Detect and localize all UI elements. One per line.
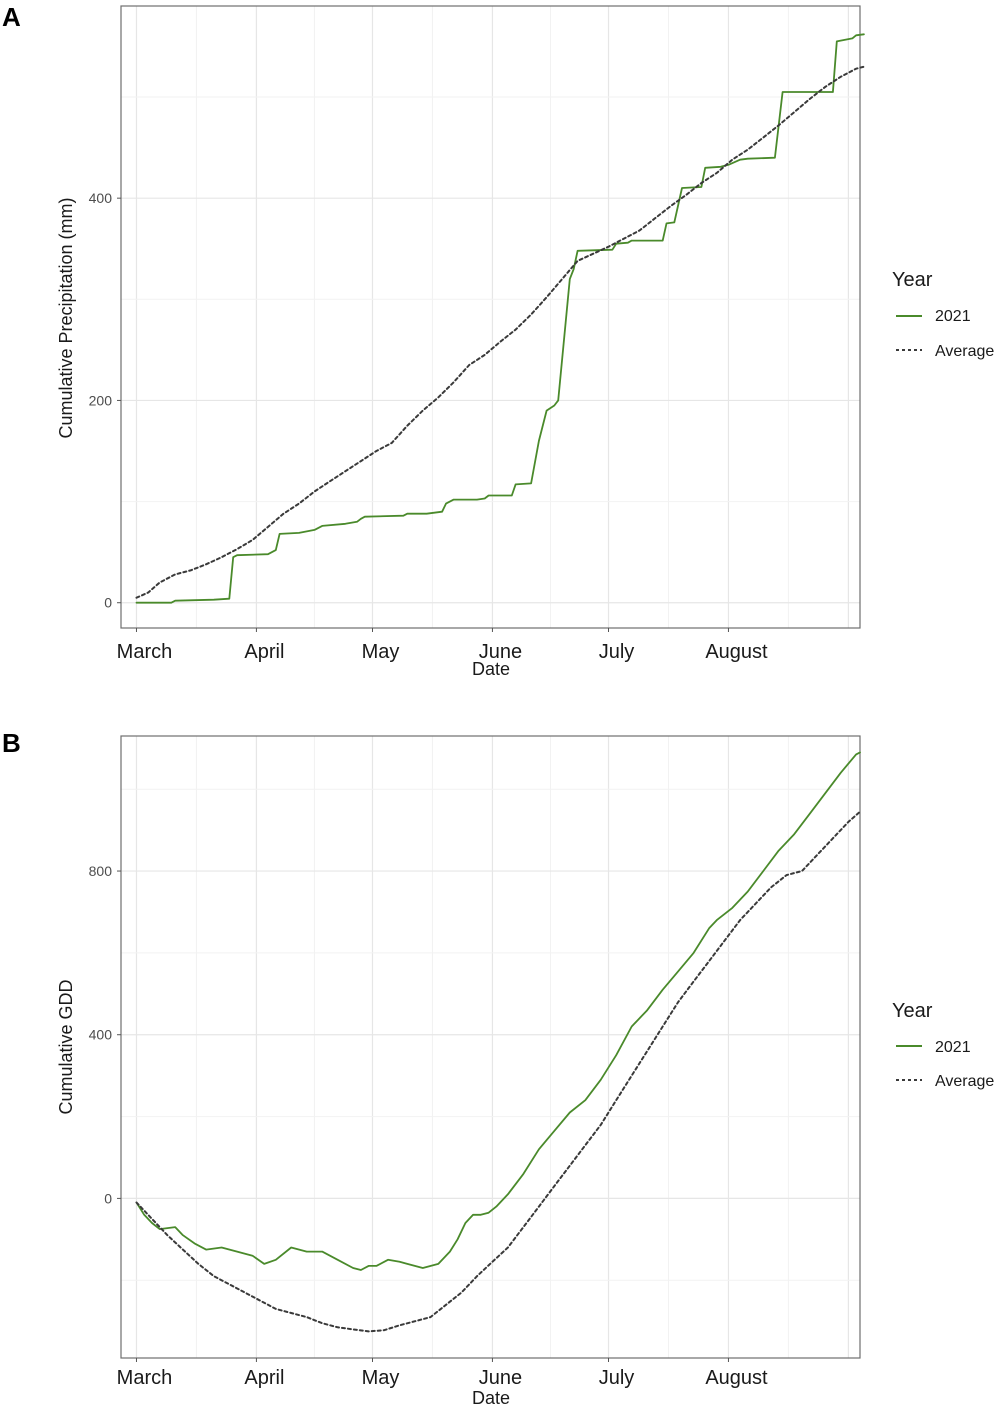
x-tick-label: May — [362, 1367, 400, 1389]
panel-b-legend-label-average: Average — [935, 1073, 994, 1090]
x-tick-label: July — [599, 641, 635, 663]
panel-b-legend: Year 2021 Average — [892, 1000, 994, 1090]
panel-a-frame — [120, 5, 861, 629]
x-tick-label: June — [479, 641, 522, 663]
panel-b-grid — [121, 736, 860, 1358]
panel-b-x-axis-title: Date — [472, 1388, 510, 1408]
panel-a-legend-title: Year — [892, 269, 933, 291]
y-tick-label: 400 — [89, 190, 113, 206]
panel-b-letter: B — [2, 728, 21, 758]
x-tick-label: April — [244, 641, 284, 663]
panel-a-grid — [121, 6, 860, 628]
panel-b-y-axis-title: Cumulative GDD — [56, 979, 76, 1114]
x-tick-label: March — [117, 641, 173, 663]
x-tick-label: May — [362, 641, 400, 663]
panel-b-chart: B 0 400 800 March April May June July August Da… — [2, 728, 994, 1408]
panel-b-legend-title: Year — [892, 1000, 933, 1022]
panel-a-chart: A 0 200 400 March April May June July August Da… — [2, 2, 994, 679]
panel-b-y-ticks: 0 400 800 — [89, 863, 121, 1206]
panel-b-frame — [120, 735, 861, 1359]
y-tick-label: 0 — [104, 1190, 112, 1206]
series-line-2021 — [135, 751, 861, 1271]
x-tick-label: April — [244, 1367, 284, 1389]
x-tick-label: August — [705, 1367, 768, 1389]
panel-b-series — [135, 751, 861, 1333]
y-tick-label: 400 — [89, 1027, 113, 1043]
panel-a-y-ticks: 0 200 400 — [89, 190, 121, 611]
x-tick-label: June — [479, 1367, 522, 1389]
series-line-2021 — [135, 33, 865, 604]
series-line-average — [135, 65, 865, 599]
panel-a-legend-label-average: Average — [935, 343, 994, 360]
panel-a-x-axis-title: Date — [472, 659, 510, 679]
panel-a-legend: Year 2021 Average — [892, 269, 994, 360]
series-line-average — [135, 810, 861, 1333]
y-tick-label: 800 — [89, 863, 113, 879]
x-tick-label: August — [705, 641, 768, 663]
panel-a-series — [135, 33, 865, 604]
panel-a-x-ticks: March April May June July August — [117, 628, 768, 663]
panel-a-y-axis-title: Cumulative Precipitation (mm) — [56, 197, 76, 438]
panel-b-x-ticks: March April May June July August — [117, 1358, 768, 1389]
x-tick-label: July — [599, 1367, 635, 1389]
x-tick-label: March — [117, 1367, 173, 1389]
y-tick-label: 200 — [89, 392, 113, 408]
panel-a-legend-label-2021: 2021 — [935, 308, 971, 325]
y-tick-label: 0 — [104, 595, 112, 611]
panel-a-letter: A — [2, 2, 21, 32]
panel-b-legend-label-2021: 2021 — [935, 1039, 971, 1056]
